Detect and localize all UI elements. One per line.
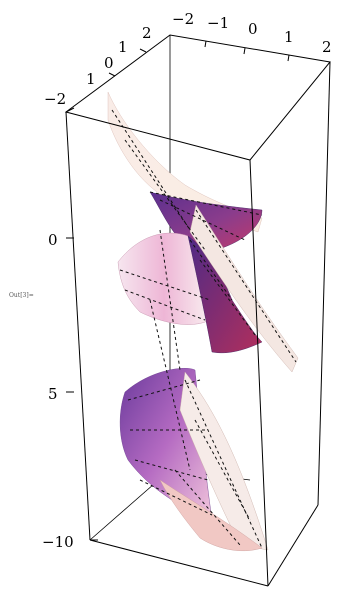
mesh-line (159, 199, 246, 241)
axis-vertical: 0 5 −10 (42, 231, 74, 551)
mesh-line (139, 479, 213, 516)
top-left-tick-label: 1 (118, 38, 128, 56)
top-front-tick-label: 2 (322, 38, 332, 56)
mesh-line (184, 379, 263, 549)
axis-top-front: −2 −1 0 1 2 (172, 10, 332, 56)
top-left-tick-label: 0 (104, 54, 114, 72)
surface-patch-lower-ribbon (179, 371, 269, 551)
top-front-tick-label: −1 (207, 14, 229, 32)
mesh-line (134, 459, 209, 481)
mesh-line (149, 299, 191, 471)
surface-patch-bottom (159, 479, 263, 551)
vertical-tick-label: −10 (42, 533, 74, 551)
mesh-line (174, 469, 241, 546)
mesh-line (189, 239, 233, 301)
top-left-tick-label: 1 (86, 70, 96, 88)
cell-output-label: Out[3]= (9, 292, 34, 299)
top-front-tick-label: −2 (172, 10, 194, 28)
vertical-tick-label: 5 (48, 385, 58, 403)
mesh-line (124, 139, 206, 251)
mesh-line (119, 269, 211, 301)
mesh-line (194, 419, 251, 521)
mesh-line (195, 209, 297, 363)
surface-mesh (111, 109, 297, 549)
tick-marks (65, 40, 290, 541)
mesh-line (127, 379, 201, 401)
top-front-tick-label: 1 (284, 28, 294, 46)
mesh-line (149, 191, 263, 216)
mesh-line (124, 289, 206, 321)
top-left-tick-label: −2 (44, 90, 66, 108)
top-front-tick-label: 0 (248, 20, 258, 38)
vertical-tick-label: 0 (48, 231, 58, 249)
axis-top-left: 2 1 0 1 −2 (44, 24, 152, 108)
surface-patch-diagonal-ribbon (189, 204, 299, 373)
box-front-edges (64, 34, 331, 587)
top-left-tick-label: 2 (142, 24, 152, 42)
